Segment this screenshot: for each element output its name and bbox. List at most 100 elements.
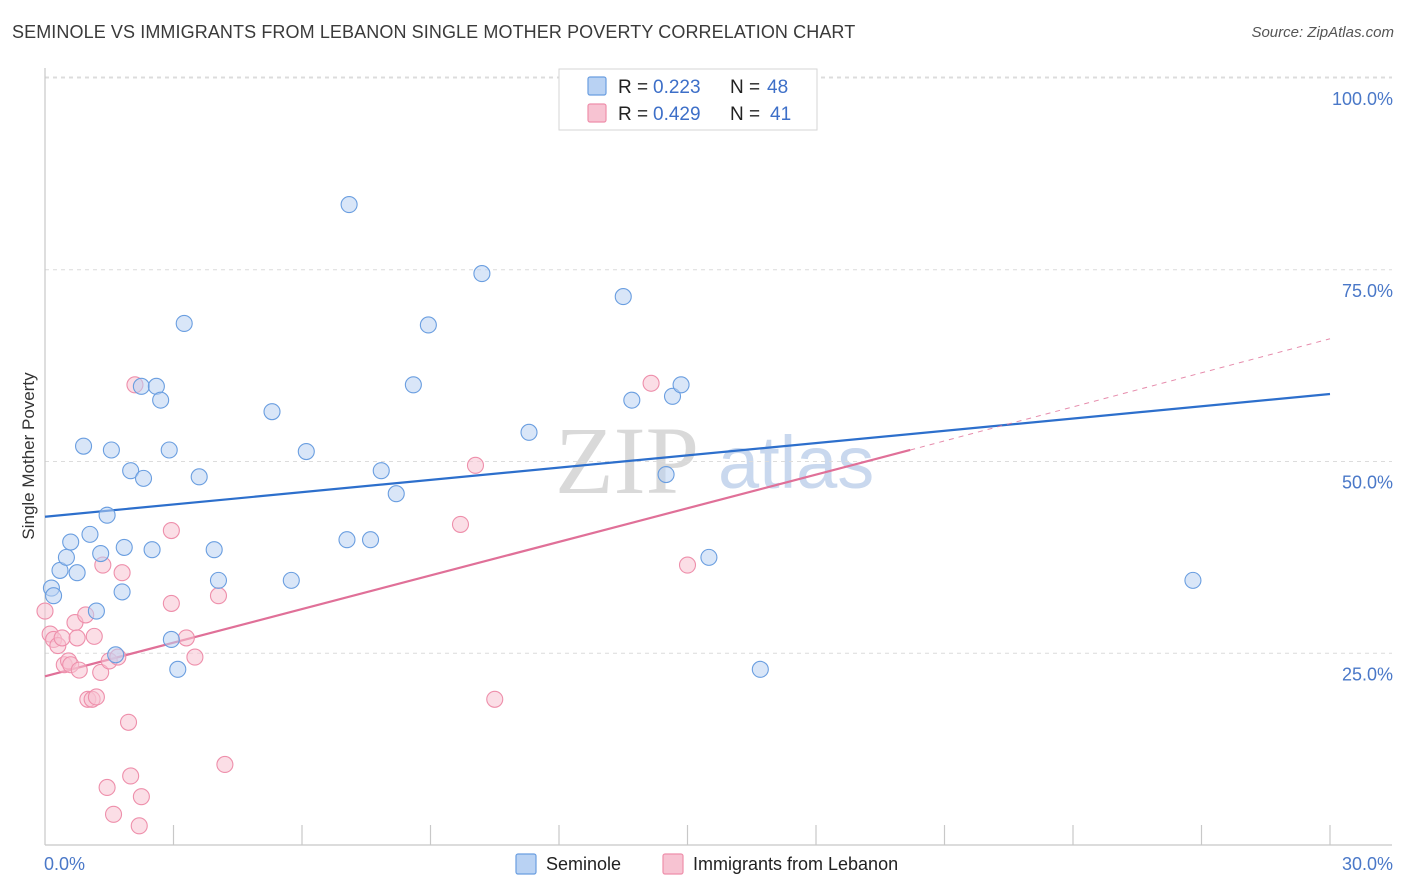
data-point: [1184, 571, 1202, 589]
data-point: [177, 629, 195, 647]
data-point: [205, 541, 223, 559]
data-point: [175, 314, 193, 332]
data-point: [92, 663, 110, 681]
bottom-legend-label-seminole: Seminole: [546, 854, 621, 874]
data-point: [130, 817, 148, 835]
data-point: [466, 456, 485, 474]
data-point: [143, 541, 161, 559]
data-point: [623, 391, 641, 409]
data-point: [338, 531, 356, 549]
data-point: [404, 376, 422, 394]
data-point: [473, 265, 491, 283]
data-point: [663, 387, 682, 405]
y-tick-label: 25.0%: [1342, 664, 1393, 684]
legend-r-value-seminole: 0.223: [653, 77, 701, 98]
trend-line-0: [44, 392, 1331, 518]
data-point: [81, 525, 99, 543]
data-point: [107, 646, 125, 664]
legend-r-value-lebanon: 0.429: [653, 104, 701, 125]
data-point: [263, 403, 281, 421]
bottom-legend-label-lebanon: Immigrants from Lebanon: [693, 854, 898, 874]
data-point: [162, 630, 180, 648]
legend-r-label-seminole: R =: [618, 77, 648, 98]
data-point: [216, 755, 234, 774]
data-point: [68, 629, 86, 647]
legend-swatch-seminole: [587, 76, 607, 96]
data-point: [162, 594, 180, 612]
trend-extension-1: [910, 338, 1331, 451]
data-point: [340, 196, 358, 214]
data-point: [209, 571, 228, 589]
data-point: [190, 468, 208, 486]
data-point: [87, 688, 105, 706]
data-point: [152, 391, 170, 409]
data-point: [419, 316, 437, 334]
data-point: [122, 767, 140, 785]
data-point: [162, 521, 180, 540]
data-point: [282, 571, 300, 589]
data-point: [115, 538, 133, 556]
data-point: [672, 376, 690, 394]
series-legend: Seminole Immigrants from Lebanon: [515, 853, 898, 875]
data-point: [372, 462, 390, 480]
series-immigrants-from-lebanon: [36, 374, 697, 835]
data-point: [92, 544, 110, 563]
correlation-legend: R = 0.223 N = 48 R = 0.429 N = 41: [558, 68, 818, 131]
data-point: [122, 462, 140, 480]
data-point: [85, 627, 103, 645]
data-point: [297, 442, 315, 461]
source-label: Source: ZipAtlas.com: [1251, 24, 1394, 41]
legend-swatch-lebanon: [587, 103, 607, 123]
x-tick-labels: 0.0% 30.0%: [44, 854, 1393, 874]
data-point: [614, 288, 632, 306]
x-tick-label-max: 30.0%: [1342, 854, 1393, 874]
legend-n-value-seminole: 48: [767, 77, 788, 98]
y-tick-label: 75.0%: [1342, 281, 1393, 301]
gridlines: [45, 76, 1392, 654]
bottom-legend-swatch-lebanon: [662, 853, 684, 875]
data-point: [98, 506, 116, 524]
y-tick-label: 100.0%: [1332, 89, 1393, 109]
data-point: [642, 374, 660, 392]
axes: [44, 68, 1392, 846]
chart-title: SEMINOLE VS IMMIGRANTS FROM LEBANON SING…: [12, 22, 856, 42]
watermark-atlas: atlas: [718, 421, 874, 504]
data-point: [68, 564, 86, 582]
data-point: [132, 788, 150, 806]
data-point: [657, 465, 675, 484]
data-point: [387, 485, 405, 503]
data-point: [186, 648, 204, 666]
data-point: [70, 661, 88, 679]
data-point: [75, 437, 93, 455]
data-point: [36, 602, 54, 620]
legend-r-label-lebanon: R =: [618, 104, 648, 125]
data-point: [62, 533, 80, 551]
data-point: [87, 602, 105, 620]
y-axis-title: Single Mother Poverty: [19, 372, 38, 540]
data-point: [57, 548, 75, 566]
data-point: [520, 423, 538, 441]
data-point: [169, 660, 187, 678]
series-seminole: [42, 196, 1202, 678]
data-point: [451, 515, 470, 533]
legend-n-label-seminole: N =: [730, 77, 760, 98]
data-point: [486, 690, 504, 708]
data-point: [119, 713, 138, 731]
data-point: [113, 583, 131, 601]
data-point: [361, 531, 380, 549]
data-point: [134, 469, 153, 487]
data-point: [45, 587, 63, 605]
data-point: [113, 564, 131, 582]
data-point: [751, 660, 769, 678]
data-point: [160, 441, 178, 459]
legend-n-label-lebanon: N =: [730, 104, 760, 125]
data-point: [98, 778, 116, 797]
y-tick-label: 50.0%: [1342, 473, 1393, 493]
data-point: [678, 556, 697, 574]
data-point: [53, 629, 71, 647]
x-tick-label-min: 0.0%: [44, 854, 85, 874]
data-point: [209, 587, 228, 605]
data-point: [102, 441, 120, 459]
data-point: [700, 548, 718, 566]
